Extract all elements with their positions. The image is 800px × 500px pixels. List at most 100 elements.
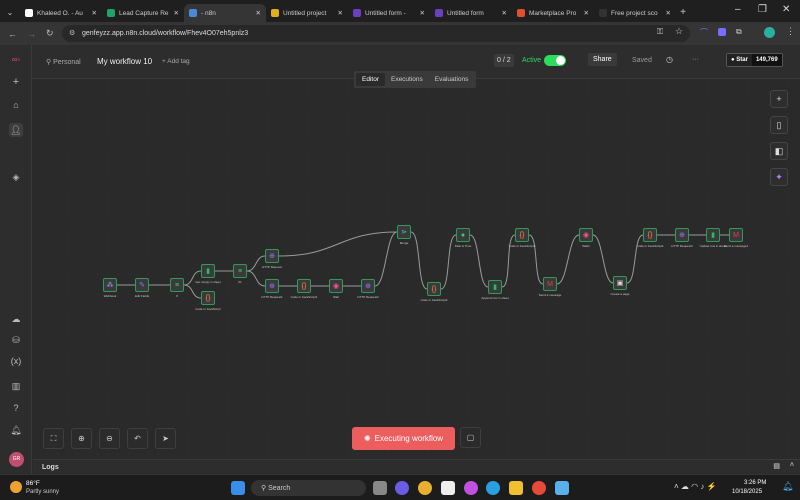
- close-tab-icon[interactable]: ✕: [501, 10, 507, 17]
- undo-button[interactable]: ↶: [127, 428, 148, 449]
- new-tab-button[interactable]: +: [680, 7, 686, 18]
- ai-assistant-button[interactable]: ✦: [770, 168, 788, 186]
- cursor-mode-button[interactable]: ➤: [155, 428, 176, 449]
- connection-line[interactable]: [183, 270, 202, 286]
- add-tag-button[interactable]: + Add tag: [162, 58, 190, 65]
- share-button[interactable]: Share: [588, 53, 617, 66]
- workflow-name[interactable]: My workflow 10: [97, 57, 153, 66]
- stop-button[interactable]: ▢: [460, 427, 481, 448]
- task-view-icon[interactable]: [373, 481, 387, 495]
- chrome-icon[interactable]: [418, 481, 432, 495]
- execute-workflow-button[interactable]: ✺ Executing workflow: [352, 427, 455, 450]
- workflow-node[interactable]: M: [729, 228, 743, 242]
- home-icon[interactable]: ⌂: [13, 100, 19, 110]
- workflow-node[interactable]: ●: [456, 228, 470, 242]
- panel-toggle-button[interactable]: ◧: [770, 142, 788, 160]
- browser-tab[interactable]: Untitled project ✕: [266, 4, 348, 22]
- back-icon[interactable]: ←: [8, 28, 17, 39]
- n8n-logo-icon[interactable]: ∞◦: [11, 55, 21, 64]
- logs-popout-icon[interactable]: ▤: [773, 463, 780, 470]
- close-tab-icon[interactable]: ✕: [583, 10, 589, 17]
- project-breadcrumb[interactable]: ⚲ Personal: [46, 59, 81, 66]
- help-icon[interactable]: ?: [13, 403, 19, 413]
- close-tab-icon[interactable]: ✕: [419, 10, 425, 17]
- workflow-node[interactable]: ⁂: [103, 278, 117, 292]
- connection-line[interactable]: [374, 231, 398, 287]
- history-icon[interactable]: ◷: [666, 55, 673, 64]
- file-explorer-icon[interactable]: [509, 481, 523, 495]
- profile-avatar[interactable]: [764, 27, 775, 38]
- workflow-node[interactable]: M: [543, 277, 557, 291]
- add-icon[interactable]: +: [12, 76, 20, 88]
- browser-tab[interactable]: Marketplace Pro ✕: [512, 4, 594, 22]
- connection-line[interactable]: [246, 270, 266, 287]
- site-info-icon[interactable]: ⚙: [69, 30, 76, 37]
- connection-line[interactable]: [626, 234, 644, 284]
- add-node-button[interactable]: +: [770, 90, 788, 108]
- workflow-node[interactable]: ▮: [706, 228, 720, 242]
- bookmark-star-icon[interactable]: ☆: [675, 26, 684, 36]
- minimize-icon[interactable]: –: [735, 4, 741, 15]
- extension-icon[interactable]: [718, 28, 726, 36]
- workflow-node[interactable]: ▮: [201, 264, 215, 278]
- tab-evaluations[interactable]: Evaluations: [434, 76, 469, 83]
- password-key-icon[interactable]: ⚿: [657, 27, 664, 36]
- workflow-node[interactable]: ⊕: [675, 228, 689, 242]
- reload-icon[interactable]: ↻: [46, 28, 54, 38]
- github-star-button[interactable]: ● Star 149,769: [726, 53, 783, 67]
- variables-icon[interactable]: (x): [10, 356, 22, 366]
- app-icon[interactable]: [395, 481, 409, 495]
- extension-icon[interactable]: ⌒: [700, 28, 708, 37]
- more-options-button[interactable]: ···: [692, 56, 699, 63]
- workflow-node[interactable]: ◉: [329, 279, 343, 293]
- workflow-node[interactable]: {}: [201, 291, 215, 305]
- notification-bell-icon[interactable]: 🔔︎: [10, 425, 22, 435]
- workflow-node[interactable]: ⋗: [397, 225, 411, 239]
- workflow-node[interactable]: ⊕: [265, 249, 279, 263]
- workflow-node[interactable]: ≡: [170, 278, 184, 292]
- workflow-node[interactable]: {}: [643, 228, 657, 242]
- cloud-icon[interactable]: ☁: [11, 314, 21, 324]
- connection-line[interactable]: [410, 231, 428, 290]
- copilot-icon[interactable]: [464, 481, 478, 495]
- fit-view-button[interactable]: ⛶: [43, 428, 64, 449]
- close-window-icon[interactable]: ✕: [782, 4, 791, 15]
- connection-line[interactable]: [469, 234, 489, 288]
- connection-line[interactable]: [183, 284, 202, 299]
- close-tab-icon[interactable]: ✕: [337, 10, 343, 17]
- tray-icons[interactable]: ˄ ☁ ◠ ♪ ⚡: [674, 482, 717, 491]
- workflow-node[interactable]: ▣: [613, 276, 627, 290]
- chevron-up-icon[interactable]: ˄: [789, 462, 794, 469]
- connection-line[interactable]: [501, 234, 516, 288]
- connection-line[interactable]: [528, 234, 544, 285]
- workflow-node[interactable]: {}: [427, 282, 441, 296]
- browser-tab[interactable]: - n8n ✕: [184, 4, 266, 22]
- insights-icon[interactable]: ▥: [11, 381, 21, 391]
- sticky-note-button[interactable]: ▯: [770, 116, 788, 134]
- logs-panel-bar[interactable]: Logs ▤ ˄: [33, 459, 800, 474]
- browser-tab[interactable]: Untitled form ✕: [430, 4, 512, 22]
- zoom-out-button[interactable]: ⊖: [99, 428, 120, 449]
- layers-icon[interactable]: ◈: [12, 172, 20, 182]
- workflow-node[interactable]: ⊕: [361, 279, 375, 293]
- browser-tab[interactable]: Lead Capture Re ✕: [102, 4, 184, 22]
- phone-link-icon[interactable]: [555, 481, 569, 495]
- close-tab-icon[interactable]: ✕: [91, 10, 97, 17]
- browser-menu-icon[interactable]: ⋮: [786, 26, 795, 36]
- weather-icon[interactable]: [10, 481, 22, 493]
- tab-executions[interactable]: Executions: [390, 76, 423, 83]
- connection-line[interactable]: [246, 255, 266, 272]
- workflow-node[interactable]: {}: [515, 228, 529, 242]
- app-icon[interactable]: [532, 481, 546, 495]
- workflow-node[interactable]: ▮: [488, 280, 502, 294]
- connection-line[interactable]: [440, 234, 457, 290]
- workflow-node[interactable]: ✎: [135, 278, 149, 292]
- browser-tab[interactable]: Untitled form - ✕: [348, 4, 430, 22]
- taskbar-search[interactable]: ⚲ Search: [251, 480, 366, 496]
- close-tab-icon[interactable]: ✕: [173, 10, 179, 17]
- connection-line[interactable]: [592, 234, 614, 284]
- windows-start-icon[interactable]: [231, 481, 245, 495]
- browser-tab[interactable]: Khaleed O. - Au ✕: [20, 4, 102, 22]
- close-tab-icon[interactable]: ✕: [665, 10, 671, 17]
- workflow-node[interactable]: ◉: [579, 228, 593, 242]
